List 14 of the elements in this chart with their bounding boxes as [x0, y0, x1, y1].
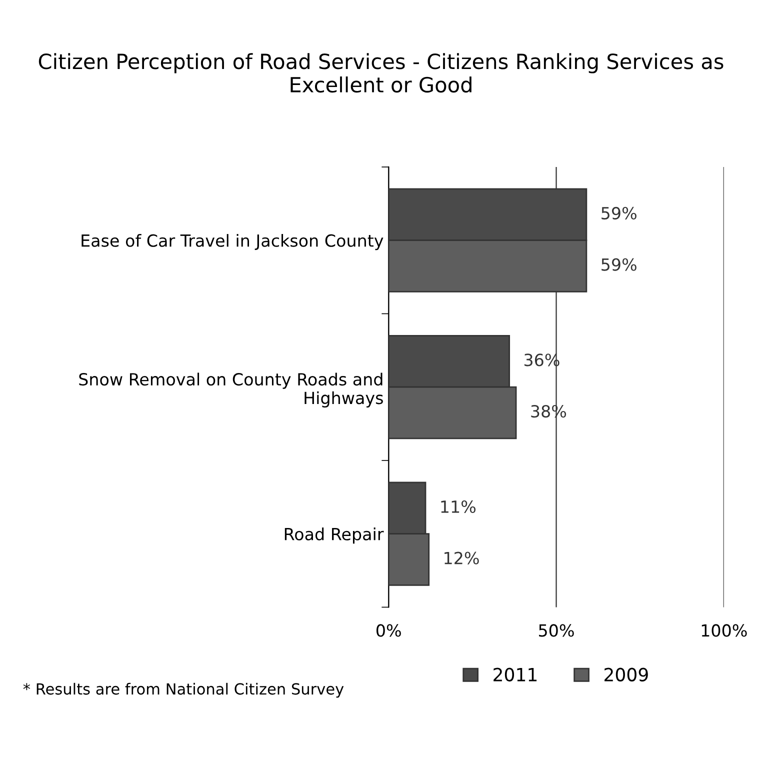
- chart-title: Citizen Perception of Road Services - Citizens Ranking Services as Excellent or Good: [38, 53, 724, 93]
- x-tick-label: 50%: [539, 624, 574, 637]
- x-tick-label: 0%: [376, 624, 401, 637]
- y-tick-label: Snow Removal on County Roads and Highways: [79, 372, 383, 408]
- data-label: 11%: [441, 500, 476, 513]
- y-tick-label: Road Repair: [284, 528, 384, 544]
- data-label: 59%: [602, 258, 636, 271]
- text: * Results are from National Citizen Survey: [23, 682, 344, 698]
- data-label: 12%: [444, 552, 479, 564]
- data-label: 59%: [602, 206, 636, 220]
- legend-label: 2011: [494, 668, 537, 682]
- legend-label: 2009: [604, 668, 648, 682]
- x-tick-label: 100%: [702, 624, 747, 637]
- y-tick-label: Ease of Car Travel in Jackson County: [82, 234, 384, 250]
